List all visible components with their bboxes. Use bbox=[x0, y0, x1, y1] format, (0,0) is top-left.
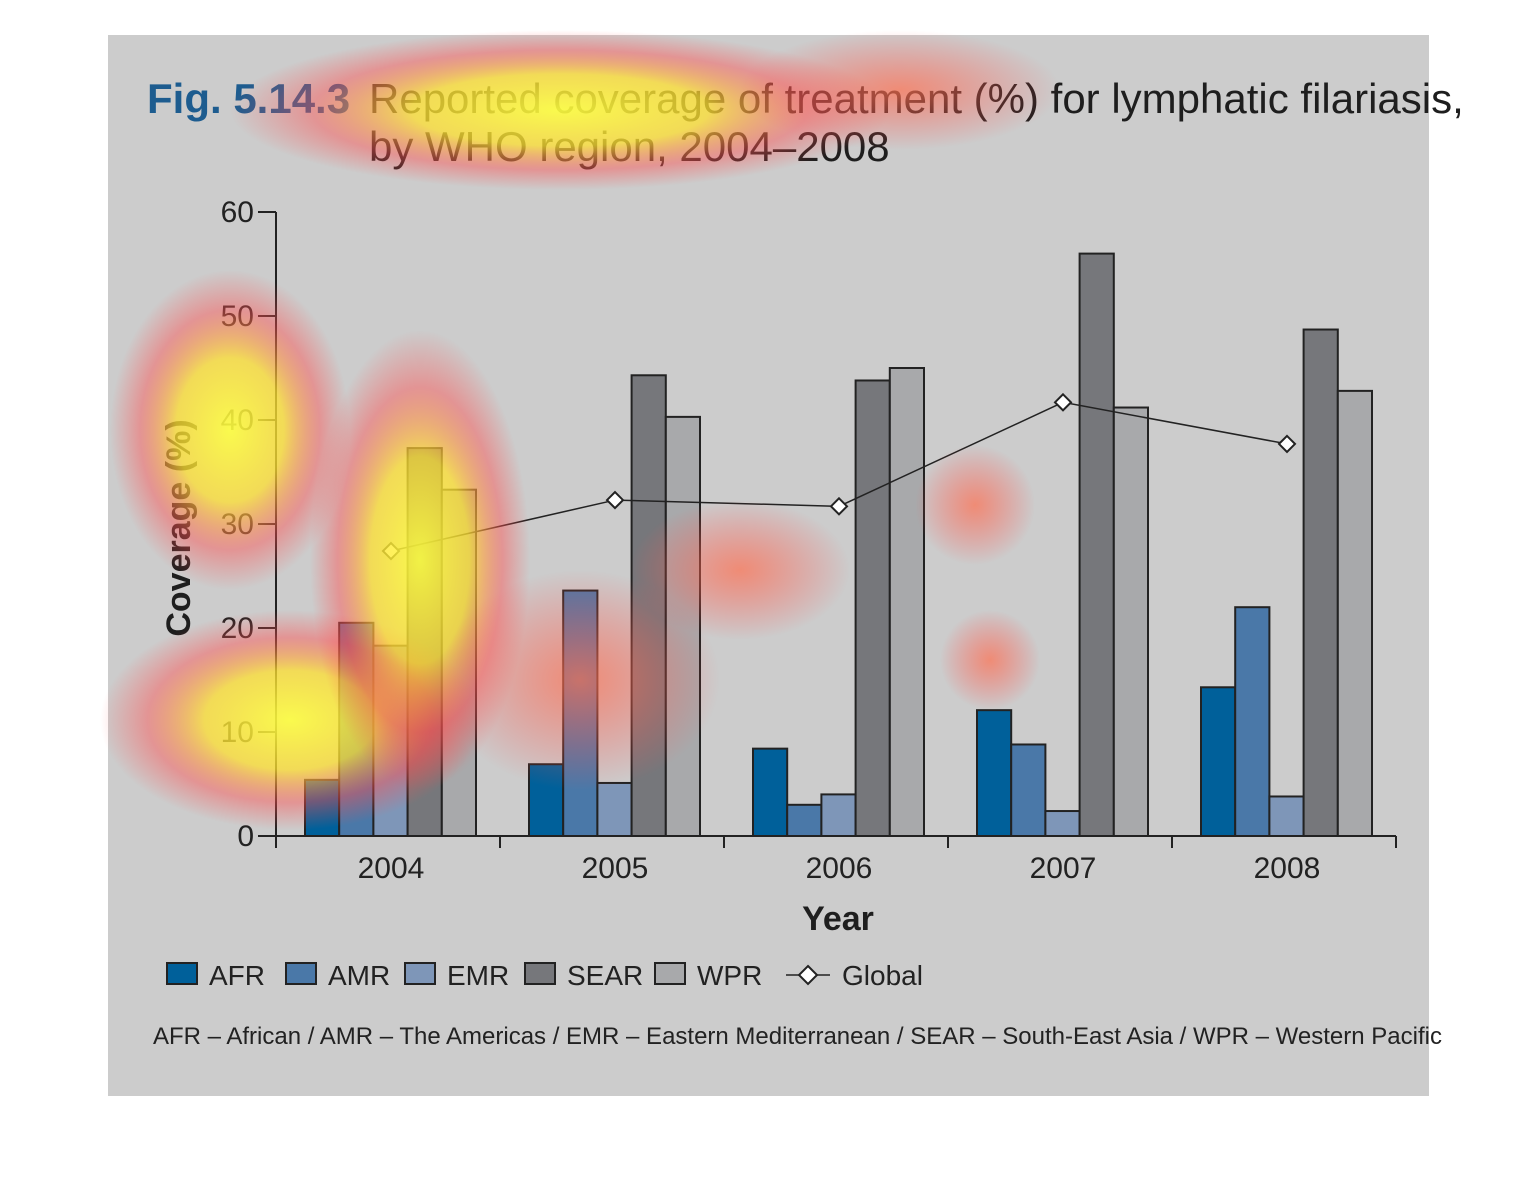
bar-afr-2004 bbox=[304, 778, 341, 838]
legend-diamond-icon bbox=[797, 964, 819, 986]
bar-wpr-2008 bbox=[1336, 389, 1374, 837]
bar-sear-2006 bbox=[854, 379, 891, 837]
bar-amr-2005 bbox=[562, 589, 599, 837]
legend-label-emr: EMR bbox=[447, 960, 509, 991]
chart-title-line2: by WHO region, 2004–2008 bbox=[369, 123, 890, 170]
y-tick-label: 20 bbox=[221, 612, 254, 645]
global-point-2006 bbox=[829, 496, 849, 516]
heat-blob bbox=[940, 610, 1040, 710]
y-tick-label: 50 bbox=[221, 300, 254, 333]
bar-wpr-2006 bbox=[888, 367, 925, 837]
bar-emr-2008 bbox=[1268, 795, 1305, 837]
x-axis-label: Year bbox=[802, 900, 874, 938]
y-tick-label: 0 bbox=[237, 820, 254, 853]
bar-afr-2006 bbox=[752, 747, 789, 838]
legend-label-amr: AMR bbox=[328, 960, 390, 991]
bar-amr-2006 bbox=[786, 803, 823, 837]
global-point-2007 bbox=[1053, 392, 1073, 412]
bar-amr-2008 bbox=[1234, 606, 1271, 838]
bar-sear-2005 bbox=[630, 374, 667, 837]
bar-afr-2005 bbox=[528, 763, 565, 837]
global-point-2005 bbox=[605, 490, 625, 510]
bar-wpr-2004 bbox=[440, 488, 477, 837]
bar-amr-2004 bbox=[338, 621, 375, 837]
x-tick-label: 2004 bbox=[358, 852, 425, 885]
bar-wpr-2007 bbox=[1112, 406, 1150, 837]
bar-emr-2007 bbox=[1044, 810, 1081, 837]
y-tick-label: 10 bbox=[221, 716, 254, 749]
x-tick-label: 2008 bbox=[1254, 852, 1321, 885]
bar-amr-2007 bbox=[1010, 743, 1047, 837]
x-tick-label: 2005 bbox=[582, 852, 649, 885]
figure-number: Fig. 5.14.3 bbox=[147, 75, 350, 122]
y-tick-label: 40 bbox=[221, 404, 254, 437]
legend-label-global: Global bbox=[842, 960, 923, 991]
legend-label-afr: AFR bbox=[209, 960, 265, 991]
y-tick-label: 60 bbox=[221, 196, 254, 229]
y-tick-label: 30 bbox=[221, 508, 254, 541]
legend-swatch-wpr bbox=[654, 962, 686, 985]
footnote: AFR – African / AMR – The Americas / EMR… bbox=[153, 1023, 1442, 1050]
x-tick-label: 2007 bbox=[1030, 852, 1097, 885]
legend-swatch-afr bbox=[166, 962, 198, 985]
bar-emr-2006 bbox=[820, 793, 857, 838]
bar-emr-2004 bbox=[372, 644, 409, 837]
bar-sear-2008 bbox=[1302, 328, 1339, 837]
global-point-2008 bbox=[1277, 434, 1297, 454]
bar-sear-2007 bbox=[1078, 252, 1115, 838]
chart-title-line1: Reported coverage of treatment (%) for l… bbox=[369, 75, 1464, 122]
legend-swatch-amr bbox=[285, 962, 317, 985]
bar-afr-2007 bbox=[976, 709, 1013, 837]
bar-emr-2005 bbox=[596, 781, 633, 838]
legend-label-wpr: WPR bbox=[697, 960, 762, 991]
bar-sear-2004 bbox=[406, 447, 443, 837]
bar-wpr-2005 bbox=[664, 415, 701, 837]
global-point-2004 bbox=[381, 541, 401, 561]
legend-label-sear: SEAR bbox=[567, 960, 643, 991]
legend-swatch-emr bbox=[404, 962, 436, 985]
bar-afr-2008 bbox=[1200, 686, 1237, 838]
x-tick-label: 2006 bbox=[806, 852, 873, 885]
global-line bbox=[390, 401, 1288, 552]
legend: AFR AMR EMR SEAR WPR Global bbox=[166, 960, 923, 991]
legend-swatch-sear bbox=[524, 962, 556, 985]
y-axis-label: Coverage (%) bbox=[160, 419, 198, 636]
